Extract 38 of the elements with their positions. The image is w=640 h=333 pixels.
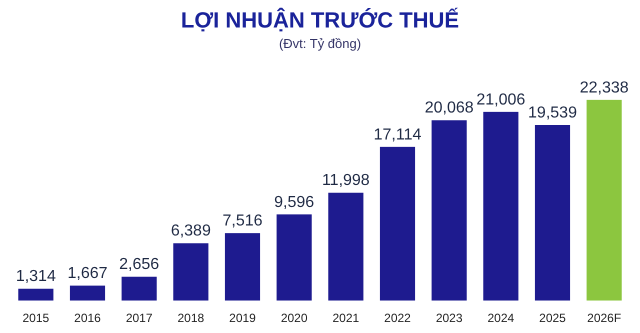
x-tick-label: 2026F — [587, 311, 622, 326]
x-tick-label: 2020 — [280, 311, 308, 326]
bar — [586, 100, 622, 301]
x-tick-label: 2021 — [332, 311, 360, 326]
x-tick-label: 2025 — [539, 311, 566, 326]
x-tick-label: 2017 — [126, 311, 153, 326]
data-label: 6,389 — [170, 222, 211, 240]
data-label: 20,068 — [424, 100, 474, 117]
bar — [380, 146, 416, 301]
bar — [70, 286, 106, 301]
bar — [328, 192, 364, 301]
data-label: 22,338 — [580, 79, 629, 96]
x-tick-label: 2019 — [229, 311, 256, 326]
x-tick-label: 2016 — [74, 311, 102, 326]
bar — [173, 243, 208, 301]
x-tick-label: 2015 — [22, 311, 50, 326]
data-label: 17,114 — [374, 126, 422, 144]
data-label: 19,539 — [528, 104, 578, 122]
data-label: 11,998 — [322, 172, 370, 190]
bar — [122, 276, 157, 301]
bar — [534, 125, 570, 301]
bar — [483, 112, 518, 301]
data-label: 21,006 — [476, 91, 526, 108]
bar — [18, 288, 54, 301]
chart-subtitle: (Đvt: Tỷ đồng) — [278, 36, 362, 51]
bar — [224, 233, 260, 301]
data-label: 7,516 — [222, 212, 263, 230]
data-label: 1,667 — [67, 265, 108, 282]
data-label: 2,656 — [119, 256, 160, 274]
x-tick-label: 2024 — [487, 311, 515, 326]
x-tick-label: 2018 — [177, 311, 205, 326]
data-label: 1,314 — [16, 268, 56, 286]
bar — [276, 214, 312, 301]
x-tick-label: 2023 — [436, 311, 463, 326]
bar — [432, 120, 467, 301]
data-label: 9,596 — [274, 194, 314, 211]
x-tick-label: 2022 — [384, 311, 412, 326]
chart-title: LỢI NHUẬN TRƯỚC THUẾ — [180, 7, 460, 32]
